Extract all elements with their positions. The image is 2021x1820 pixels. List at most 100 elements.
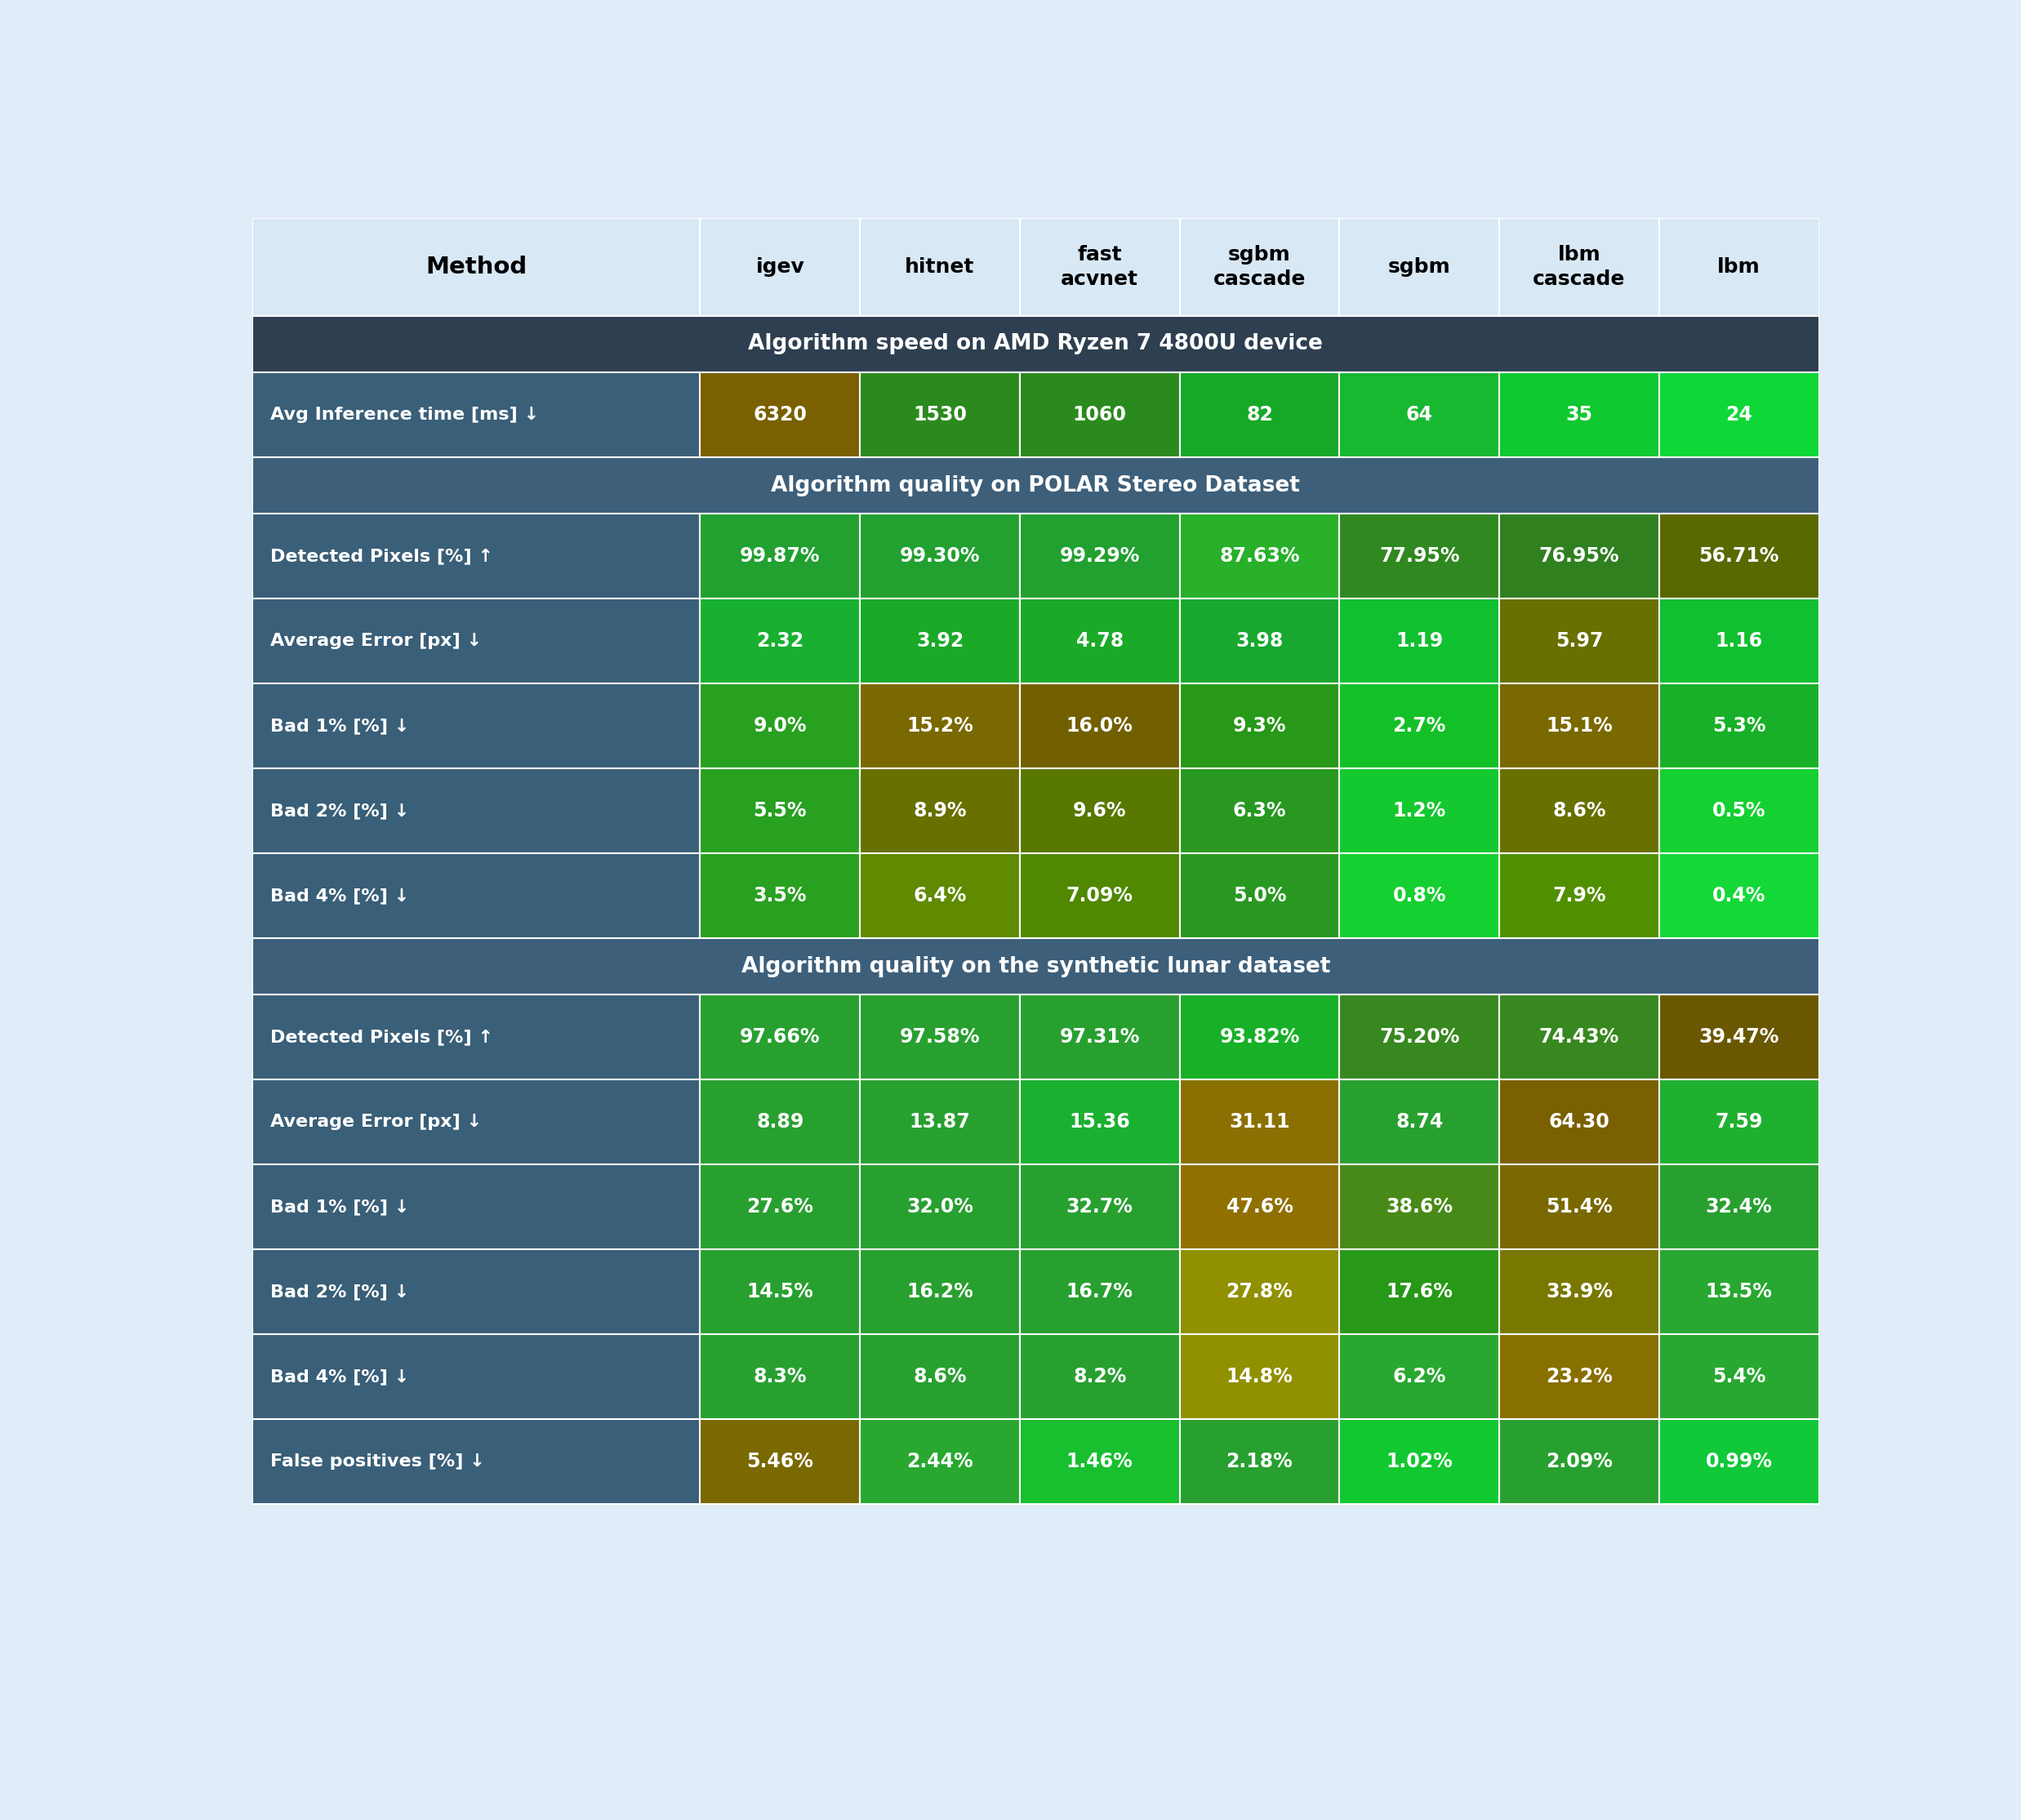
Text: 5.5%: 5.5%	[754, 801, 806, 821]
Text: igev: igev	[756, 257, 804, 277]
FancyBboxPatch shape	[1021, 1420, 1180, 1503]
Text: 15.2%: 15.2%	[907, 717, 974, 735]
FancyBboxPatch shape	[1500, 684, 1659, 768]
Text: 0.99%: 0.99%	[1706, 1452, 1772, 1472]
FancyBboxPatch shape	[861, 684, 1021, 768]
FancyBboxPatch shape	[1180, 854, 1340, 939]
Text: 97.66%: 97.66%	[740, 1028, 821, 1046]
Text: 5.3%: 5.3%	[1712, 717, 1766, 735]
FancyBboxPatch shape	[699, 684, 861, 768]
Text: 2.09%: 2.09%	[1546, 1452, 1613, 1472]
FancyBboxPatch shape	[253, 1250, 699, 1334]
Text: 8.2%: 8.2%	[1073, 1367, 1126, 1387]
FancyBboxPatch shape	[1340, 1079, 1500, 1165]
FancyBboxPatch shape	[699, 996, 861, 1079]
Text: 5.0%: 5.0%	[1233, 886, 1285, 906]
FancyBboxPatch shape	[1021, 513, 1180, 599]
Text: Bad 4% [%] ↓: Bad 4% [%] ↓	[271, 888, 410, 905]
FancyBboxPatch shape	[1340, 996, 1500, 1079]
FancyBboxPatch shape	[1340, 1250, 1500, 1334]
Text: 1.2%: 1.2%	[1392, 801, 1445, 821]
Text: 24: 24	[1726, 406, 1752, 424]
Text: 8.6%: 8.6%	[1552, 801, 1607, 821]
Text: Algorithm speed on AMD Ryzen 7 4800U device: Algorithm speed on AMD Ryzen 7 4800U dev…	[748, 333, 1324, 355]
Text: 14.8%: 14.8%	[1227, 1367, 1293, 1387]
Text: 74.43%: 74.43%	[1540, 1028, 1619, 1046]
Text: 6.3%: 6.3%	[1233, 801, 1285, 821]
Text: 14.5%: 14.5%	[746, 1281, 812, 1301]
Text: Bad 1% [%] ↓: Bad 1% [%] ↓	[271, 1199, 410, 1216]
Text: Method: Method	[426, 255, 527, 278]
Text: 82: 82	[1247, 406, 1273, 424]
Text: 5.4%: 5.4%	[1712, 1367, 1766, 1387]
FancyBboxPatch shape	[253, 373, 699, 457]
FancyBboxPatch shape	[1500, 1079, 1659, 1165]
Text: lbm
cascade: lbm cascade	[1532, 246, 1625, 289]
FancyBboxPatch shape	[1659, 1165, 1819, 1250]
Text: 27.8%: 27.8%	[1227, 1281, 1293, 1301]
FancyBboxPatch shape	[1180, 218, 1340, 317]
Text: 16.0%: 16.0%	[1067, 717, 1134, 735]
FancyBboxPatch shape	[861, 513, 1021, 599]
FancyBboxPatch shape	[1021, 854, 1180, 939]
Text: 2.44%: 2.44%	[907, 1452, 974, 1472]
Text: 0.4%: 0.4%	[1712, 886, 1766, 906]
FancyBboxPatch shape	[699, 1420, 861, 1503]
Text: Average Error [px] ↓: Average Error [px] ↓	[271, 1114, 481, 1130]
FancyBboxPatch shape	[1021, 218, 1180, 317]
Text: 87.63%: 87.63%	[1219, 546, 1300, 566]
Text: 1530: 1530	[913, 406, 966, 424]
Text: 8.3%: 8.3%	[754, 1367, 806, 1387]
FancyBboxPatch shape	[861, 1420, 1021, 1503]
Text: fast
acvnet: fast acvnet	[1061, 246, 1138, 289]
FancyBboxPatch shape	[1340, 599, 1500, 684]
Text: 7.9%: 7.9%	[1552, 886, 1607, 906]
FancyBboxPatch shape	[1021, 996, 1180, 1079]
FancyBboxPatch shape	[699, 854, 861, 939]
Text: 2.7%: 2.7%	[1392, 717, 1447, 735]
FancyBboxPatch shape	[1021, 1334, 1180, 1420]
FancyBboxPatch shape	[861, 996, 1021, 1079]
FancyBboxPatch shape	[1180, 513, 1340, 599]
FancyBboxPatch shape	[1500, 373, 1659, 457]
Text: 13.87: 13.87	[909, 1112, 970, 1132]
Text: Bad 2% [%] ↓: Bad 2% [%] ↓	[271, 803, 410, 819]
Text: 64.30: 64.30	[1548, 1112, 1609, 1132]
Text: 3.92: 3.92	[916, 632, 964, 652]
Text: sgbm: sgbm	[1388, 257, 1451, 277]
FancyBboxPatch shape	[1340, 218, 1500, 317]
FancyBboxPatch shape	[1340, 373, 1500, 457]
Text: 27.6%: 27.6%	[746, 1198, 814, 1218]
FancyBboxPatch shape	[1180, 684, 1340, 768]
Text: 8.6%: 8.6%	[913, 1367, 966, 1387]
FancyBboxPatch shape	[1180, 768, 1340, 854]
FancyBboxPatch shape	[1500, 996, 1659, 1079]
Text: Bad 2% [%] ↓: Bad 2% [%] ↓	[271, 1283, 410, 1299]
FancyBboxPatch shape	[861, 1250, 1021, 1334]
FancyBboxPatch shape	[253, 1334, 699, 1420]
FancyBboxPatch shape	[1021, 684, 1180, 768]
FancyBboxPatch shape	[699, 1334, 861, 1420]
FancyBboxPatch shape	[1500, 513, 1659, 599]
Text: 1.46%: 1.46%	[1067, 1452, 1134, 1472]
FancyBboxPatch shape	[1180, 996, 1340, 1079]
Text: 2.18%: 2.18%	[1227, 1452, 1293, 1472]
FancyBboxPatch shape	[1659, 854, 1819, 939]
FancyBboxPatch shape	[1659, 1334, 1819, 1420]
FancyBboxPatch shape	[699, 1250, 861, 1334]
Text: 6.4%: 6.4%	[913, 886, 966, 906]
Text: Algorithm quality on POLAR Stereo Dataset: Algorithm quality on POLAR Stereo Datase…	[772, 475, 1300, 497]
Text: 31.11: 31.11	[1229, 1112, 1289, 1132]
Text: 47.6%: 47.6%	[1227, 1198, 1293, 1218]
FancyBboxPatch shape	[1180, 373, 1340, 457]
FancyBboxPatch shape	[699, 1079, 861, 1165]
Text: 99.30%: 99.30%	[899, 546, 980, 566]
Text: 75.20%: 75.20%	[1378, 1028, 1459, 1046]
Text: 8.9%: 8.9%	[913, 801, 966, 821]
Text: 3.98: 3.98	[1235, 632, 1283, 652]
Text: 93.82%: 93.82%	[1219, 1028, 1300, 1046]
FancyBboxPatch shape	[253, 854, 699, 939]
Text: 51.4%: 51.4%	[1546, 1198, 1613, 1218]
FancyBboxPatch shape	[1180, 599, 1340, 684]
FancyBboxPatch shape	[699, 373, 861, 457]
